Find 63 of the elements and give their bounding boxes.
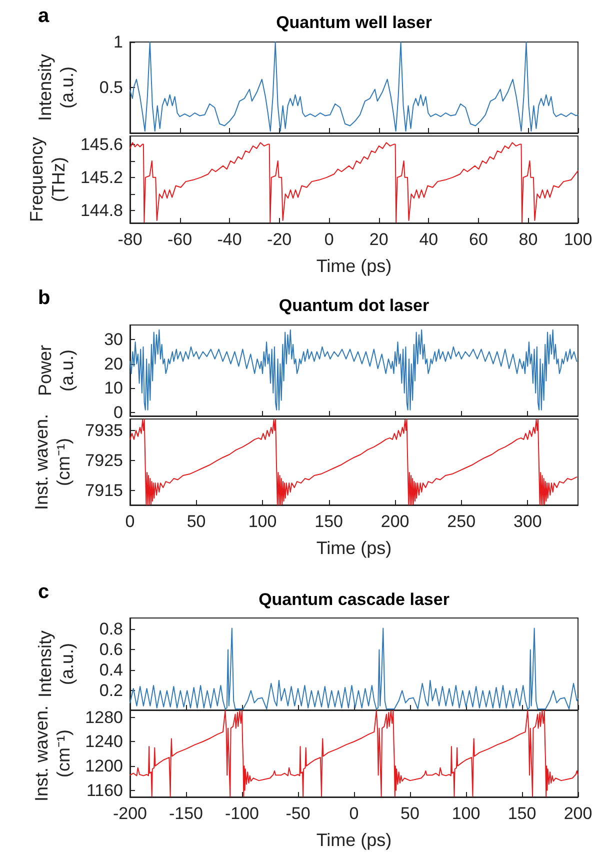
x-axis-title: Time (ps) — [316, 830, 392, 850]
y-tick-label: 7915 — [85, 481, 123, 500]
y-tick-label: 0.4 — [99, 660, 123, 680]
y-tick-label: 0.6 — [99, 640, 123, 660]
chart-title: Quantum well laser — [276, 13, 432, 32]
x-tick-label: 0 — [324, 230, 334, 249]
text: b — [38, 287, 50, 309]
x-tick-label: 100 — [564, 230, 592, 249]
y-tick-label: 1200 — [85, 756, 123, 776]
x-tick-label: -80 — [118, 230, 142, 249]
y-axis-title: Intensity (a.u.) — [35, 54, 77, 122]
x-tick-label: 0 — [349, 804, 359, 823]
y-tick-label: 144.8 — [80, 201, 123, 220]
x-tick-label: -150 — [168, 804, 204, 823]
y-axis-title: Inst. waven. (cm⁻¹) — [31, 414, 74, 510]
line-series — [130, 329, 578, 410]
y-tick-label: 0.5 — [99, 78, 123, 97]
x-tick-label: 250 — [447, 512, 476, 531]
x-tick-label: 20 — [369, 230, 388, 249]
x-tick-label: -100 — [224, 804, 260, 823]
y-tick-label: 10 — [104, 378, 123, 398]
x-tick-label: -60 — [167, 230, 192, 249]
x-tick-label: 80 — [518, 230, 538, 249]
text: a — [38, 5, 50, 27]
x-tick-label: 50 — [186, 512, 206, 531]
y-tick-label: 1240 — [85, 732, 123, 752]
x-tick-label: -50 — [286, 804, 310, 823]
y-axis-title: Power (a.u.) — [35, 344, 77, 396]
y-tick-label: 1280 — [85, 708, 123, 727]
y-tick-label: 0 — [114, 402, 123, 422]
chart-title: Quantum cascade laser — [258, 590, 450, 609]
x-tick-label: -40 — [217, 230, 242, 249]
x-tick-label: 60 — [468, 230, 488, 249]
y-axis-title: Intensity (a.u.) — [35, 630, 77, 698]
y-tick-label: 1 — [114, 32, 123, 52]
x-tick-label: 100 — [248, 512, 277, 531]
y-tick-label: 0.8 — [99, 620, 123, 639]
x-tick-label: 0 — [125, 512, 135, 531]
x-tick-label: -200 — [112, 804, 148, 823]
x-axis-title: Time (ps) — [316, 256, 392, 276]
line-series — [130, 418, 578, 506]
x-tick-label: 150 — [508, 804, 536, 823]
x-tick-label: 100 — [452, 804, 480, 823]
x-tick-label: 40 — [419, 230, 438, 249]
x-tick-label: 150 — [314, 512, 344, 531]
y-tick-label: 7925 — [85, 450, 123, 470]
y-axis-title: Frequency (THz) — [26, 136, 69, 222]
y-tick-label: 7935 — [85, 420, 123, 440]
y-tick-label: 145.6 — [80, 134, 123, 154]
chart-title: Quantum dot laser — [278, 296, 430, 315]
y-axis-title: Inst. waven. (cm⁻¹) — [31, 705, 74, 802]
x-axis-title: Time (ps) — [316, 538, 392, 558]
x-tick-label: 50 — [400, 804, 420, 823]
x-tick-label: 200 — [564, 804, 592, 823]
y-tick-label: 1160 — [86, 780, 123, 800]
x-tick-label: 300 — [513, 512, 542, 531]
y-tick-label: 30 — [104, 330, 123, 350]
y-tick-label: 0.2 — [99, 681, 123, 700]
text: c — [38, 581, 50, 603]
y-tick-label: 20 — [104, 354, 123, 374]
y-tick-label: 145.2 — [80, 168, 123, 187]
x-tick-label: -20 — [267, 230, 292, 249]
x-tick-label: 200 — [380, 512, 410, 531]
